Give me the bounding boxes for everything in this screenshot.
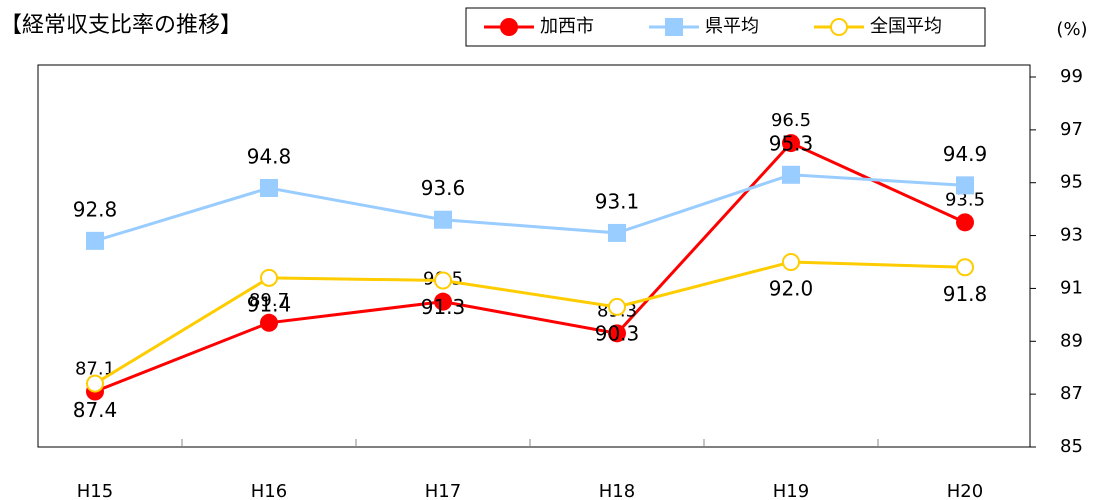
y-tick-label: 85 bbox=[1060, 436, 1083, 457]
data-label: 90.3 bbox=[595, 321, 640, 345]
point bbox=[782, 253, 800, 271]
y-tick-label: 89 bbox=[1060, 330, 1083, 351]
chart-title: 【経常収支比率の推移】 bbox=[0, 13, 242, 38]
point bbox=[434, 292, 452, 311]
point bbox=[782, 165, 800, 184]
x-tick-label: H20 bbox=[947, 481, 983, 500]
legend-marker bbox=[500, 18, 518, 36]
legend-box bbox=[465, 7, 986, 47]
point bbox=[608, 223, 626, 242]
legend-label: 県平均 bbox=[705, 16, 759, 37]
point bbox=[608, 297, 626, 316]
y-tick-label: 91 bbox=[1060, 277, 1083, 298]
x-tick-label: H19 bbox=[773, 481, 809, 500]
point bbox=[86, 231, 104, 250]
y-tick-label: 97 bbox=[1060, 119, 1083, 140]
data-label: 93.1 bbox=[595, 189, 640, 213]
plot-frame bbox=[37, 64, 1031, 448]
data-label: 93.5 bbox=[945, 189, 985, 210]
x-tick-label: H15 bbox=[77, 481, 113, 500]
data-label: 91.4 bbox=[247, 292, 292, 316]
y-tick-label: 99 bbox=[1060, 66, 1083, 87]
series-line bbox=[94, 173, 966, 243]
data-label: 91.8 bbox=[943, 282, 988, 306]
point bbox=[260, 179, 278, 197]
data-label: 87.4 bbox=[73, 398, 118, 422]
data-label: 87.1 bbox=[75, 359, 115, 380]
data-label: 91.3 bbox=[421, 295, 466, 319]
data-label: 92.0 bbox=[769, 277, 814, 301]
data-label: 95.3 bbox=[769, 131, 814, 155]
data-label: 89.7 bbox=[249, 290, 289, 311]
data-label: 94.9 bbox=[943, 142, 988, 166]
point bbox=[434, 210, 452, 229]
y-axis-label: (%) bbox=[1056, 19, 1087, 40]
legend-marker bbox=[665, 18, 683, 36]
point bbox=[956, 213, 974, 232]
data-label: 92.8 bbox=[73, 197, 118, 221]
y-tick-label: 93 bbox=[1060, 225, 1083, 246]
data-label: 94.8 bbox=[247, 145, 292, 169]
point bbox=[260, 313, 278, 332]
x-tick-label: H16 bbox=[251, 481, 287, 500]
legend-label: 全国平均 bbox=[870, 16, 942, 37]
point bbox=[434, 271, 452, 290]
legend-label: 加西市 bbox=[540, 16, 594, 37]
point bbox=[956, 176, 974, 195]
y-tick-label: 87 bbox=[1060, 383, 1083, 404]
point bbox=[86, 374, 104, 393]
series-line bbox=[94, 260, 966, 385]
point bbox=[956, 258, 974, 277]
point bbox=[260, 268, 278, 287]
series-line bbox=[94, 141, 966, 393]
point bbox=[782, 134, 800, 153]
x-tick-label: H17 bbox=[425, 481, 461, 500]
y-tick-label: 95 bbox=[1060, 172, 1083, 193]
data-label: 93.6 bbox=[421, 176, 466, 200]
legend-marker bbox=[830, 18, 848, 36]
data-label: 96.5 bbox=[771, 110, 811, 131]
point bbox=[608, 324, 626, 343]
x-tick-label: H18 bbox=[599, 481, 635, 500]
